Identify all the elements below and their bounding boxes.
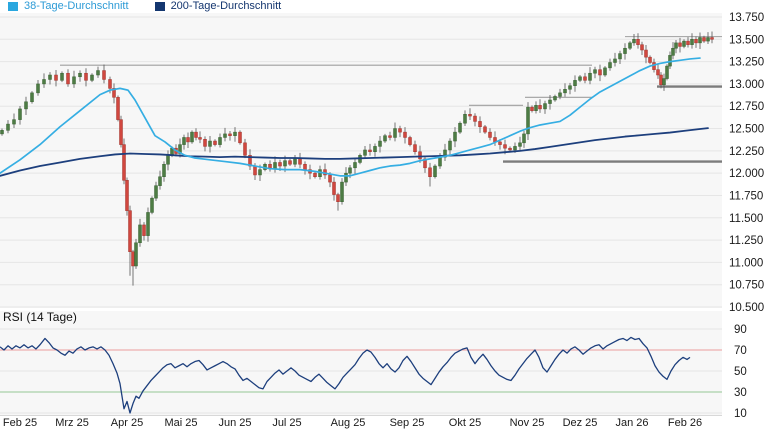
price-tick-label: 13.500 [729,34,764,46]
month-tick-label: Apr 25 [111,417,143,429]
price-tick-label: 12.500 [729,124,764,136]
chart-legend: 38-Tage-Durchschnitt 200-Tage-Durchschni… [0,0,765,13]
legend-label-ma200: 200-Tage-Durchschnitt [170,0,282,12]
rsi-tick-label: 90 [734,324,747,336]
candlestick-series [0,31,714,286]
legend-item-ma38[interactable]: 38-Tage-Durchschnitt [8,0,129,13]
level-lines [60,36,722,163]
month-tick-label: Okt 25 [449,417,481,429]
month-tick-label: Sep 25 [390,417,425,429]
ma200-line [0,127,709,177]
price-tick-label: 10.750 [729,280,764,292]
price-tick-label: 12.750 [729,101,764,113]
price-tick-label: 11.250 [729,235,763,247]
month-axis-labels: Feb 25 Mrz 25 Apr 25 Mai 25 Jun 25 Jul 25 Aug … [3,417,702,429]
price-tick-label: 12.000 [729,168,764,180]
month-tick-label: Aug 25 [331,417,366,429]
price-tick-label: 13.250 [729,57,764,69]
month-tick-label: Feb 25 [3,417,37,429]
month-tick-label: Jul 25 [272,417,301,429]
month-tick-label: Dez 25 [563,417,598,429]
month-tick-label: Nov 25 [510,417,545,429]
month-tick-label: Mrz 25 [55,417,89,429]
price-gridlines [0,16,722,308]
rsi-tick-label: 30 [734,387,747,399]
price-tick-label: 10.500 [729,302,764,314]
plot-backgrounds [0,13,722,415]
price-tick-label: 13.000 [729,79,764,91]
rsi-panel: 90 70 50 30 10 [0,324,747,420]
price-tick-label: 11.000 [729,257,763,269]
month-tick-label: Feb 26 [668,417,702,429]
rsi-panel-title: RSI (14 Tage) [3,310,77,324]
ma200-swatch-icon [154,2,165,11]
price-axis-labels: 13.750 13.500 13.250 13.000 12.750 12.500 12.2… [729,12,764,314]
month-tick-label: Mai 25 [164,417,197,429]
month-tick-label: Jun 25 [218,417,251,429]
legend-item-ma200[interactable]: 200-Tage-Durchschnitt [154,0,282,13]
legend-label-ma38: 38-Tage-Durchschnitt [24,0,129,12]
price-tick-label: 11.500 [729,213,763,225]
price-tick-label: 11.750 [729,190,763,202]
rsi-tick-label: 10 [734,408,747,420]
price-tick-label: 12.250 [729,146,764,158]
ma38-line [0,57,701,177]
rsi-line [0,336,691,414]
ma38-swatch-icon [8,2,18,11]
rsi-tick-label: 50 [734,366,747,378]
price-tick-label: 13.750 [729,12,764,24]
month-tick-label: Jan 26 [615,417,648,429]
rsi-tick-label: 70 [734,345,747,357]
